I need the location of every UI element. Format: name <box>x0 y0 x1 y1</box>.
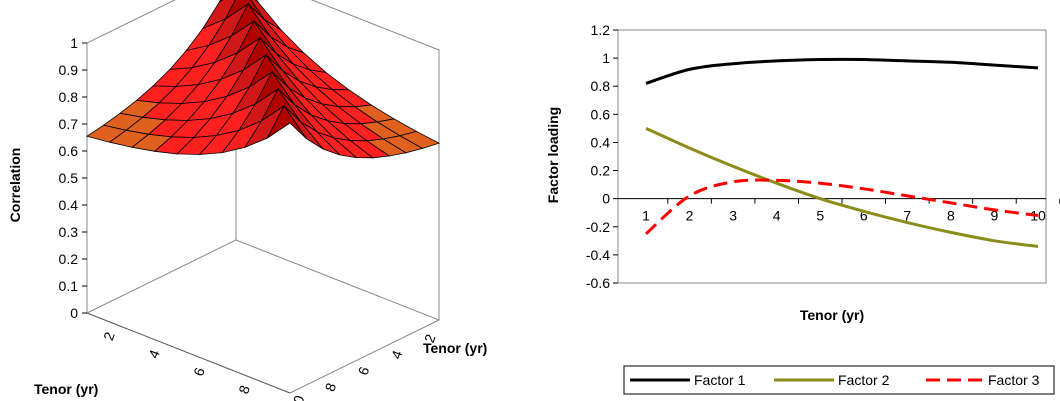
surface-z-tick-label: 0.1 <box>59 278 79 294</box>
surface-z-axis-title: Correlation <box>7 148 23 223</box>
x-tick-label: 2 <box>686 208 694 224</box>
surface-mesh <box>86 0 441 159</box>
surface-z-tick-label: 0.7 <box>59 116 79 132</box>
surface-left-wall <box>86 0 237 314</box>
surface-y-tick-label: 10 <box>287 393 307 401</box>
x-tick-label: 5 <box>816 208 824 224</box>
x-tick-labels: 1 2 3 4 5 6 7 8 9 10 <box>642 198 1060 224</box>
surface-z-tick-label: 0.2 <box>59 251 79 267</box>
x-tick-label: 1 <box>642 208 650 224</box>
surface-x-tick-label: 6 <box>190 365 208 378</box>
y-tick-label: 1 <box>602 50 610 66</box>
series-line-factor-2 <box>645 127 1039 248</box>
surface-x-tick-label: 8 <box>235 383 253 396</box>
x-tick-label: 6 <box>860 208 868 224</box>
x-tick-label: 8 <box>947 208 955 224</box>
surface-chart: 0 0.1 0.2 0.3 0.4 0.5 0.6 0.7 0.8 0.9 1 2 4 6 8 2 4 6 8 1… <box>7 0 487 401</box>
surface-floor-edge <box>289 319 440 394</box>
surface-x-tick-label: 4 <box>145 347 163 360</box>
x-tick-label: 3 <box>729 208 737 224</box>
y-tick-label: 0 <box>602 191 610 207</box>
surface-z-tick-label: 0.9 <box>59 62 79 78</box>
y-tick-label: 0.4 <box>591 134 611 150</box>
series-line-factor-3 <box>645 178 1039 235</box>
x-tick-label: 4 <box>773 208 781 224</box>
x-tick-label: 10 <box>1030 208 1046 224</box>
x-tick-label: 9 <box>991 208 999 224</box>
surface-x-ticks: 2 4 6 8 <box>100 330 253 396</box>
series-line-factor-1 <box>645 57 1039 85</box>
surface-z-tick-label: 0.4 <box>59 197 79 213</box>
surface-y-ticks: 246810 <box>287 332 439 401</box>
surface-z-tick-label: 0.3 <box>59 224 79 240</box>
surface-x-tick-label: 2 <box>100 330 118 343</box>
y-tick-label: 0.8 <box>591 78 611 94</box>
x-tick-label: 7 <box>903 208 911 224</box>
y-tick-label: 0.6 <box>591 106 611 122</box>
surface-z-ticks: 0 0.1 0.2 0.3 0.4 0.5 0.6 0.7 0.8 0.9 1 <box>59 35 87 321</box>
plot-area-frame <box>617 29 1047 284</box>
series-lines <box>645 57 1039 248</box>
y-tick-label: -0.6 <box>586 275 610 291</box>
legend-label-factor-2: Factor 2 <box>838 372 890 388</box>
surface-z-tick-label: 0.6 <box>59 143 79 159</box>
y-tick-label: -0.2 <box>586 219 610 235</box>
y-tick-label: 0.2 <box>591 163 611 179</box>
surface-y-axis-title: Tenor (yr) <box>423 340 487 356</box>
surface-y-tick-label: 6 <box>355 364 373 377</box>
legend: Factor 1 Factor 2 Factor 3 <box>623 365 1055 395</box>
surface-z-tick-label: 1 <box>70 35 78 51</box>
y-tick-label: -0.4 <box>586 247 610 263</box>
y-tick-labels: -0.6 -0.4 -0.2 0 0.2 0.4 0.6 0.8 1 1.2 <box>586 22 618 291</box>
x-axis-title: Tenor (yr) <box>800 307 864 323</box>
surface-y-tick-label: 8 <box>322 380 340 393</box>
surface-x-axis-title: Tenor (yr) <box>34 381 98 397</box>
legend-label-factor-3: Factor 3 <box>988 372 1040 388</box>
surface-z-tick-label: 0 <box>70 305 78 321</box>
surface-z-tick-label: 0.5 <box>59 170 79 186</box>
legend-box <box>623 365 1055 395</box>
y-tick-label: 1.2 <box>591 22 611 38</box>
surface-cell <box>266 105 307 140</box>
legend-label-factor-1: Factor 1 <box>694 372 746 388</box>
surface-y-tick-label: 4 <box>388 348 406 361</box>
surface-z-tick-label: 0.8 <box>59 89 79 105</box>
y-axis-title: Factor loading <box>545 107 561 203</box>
